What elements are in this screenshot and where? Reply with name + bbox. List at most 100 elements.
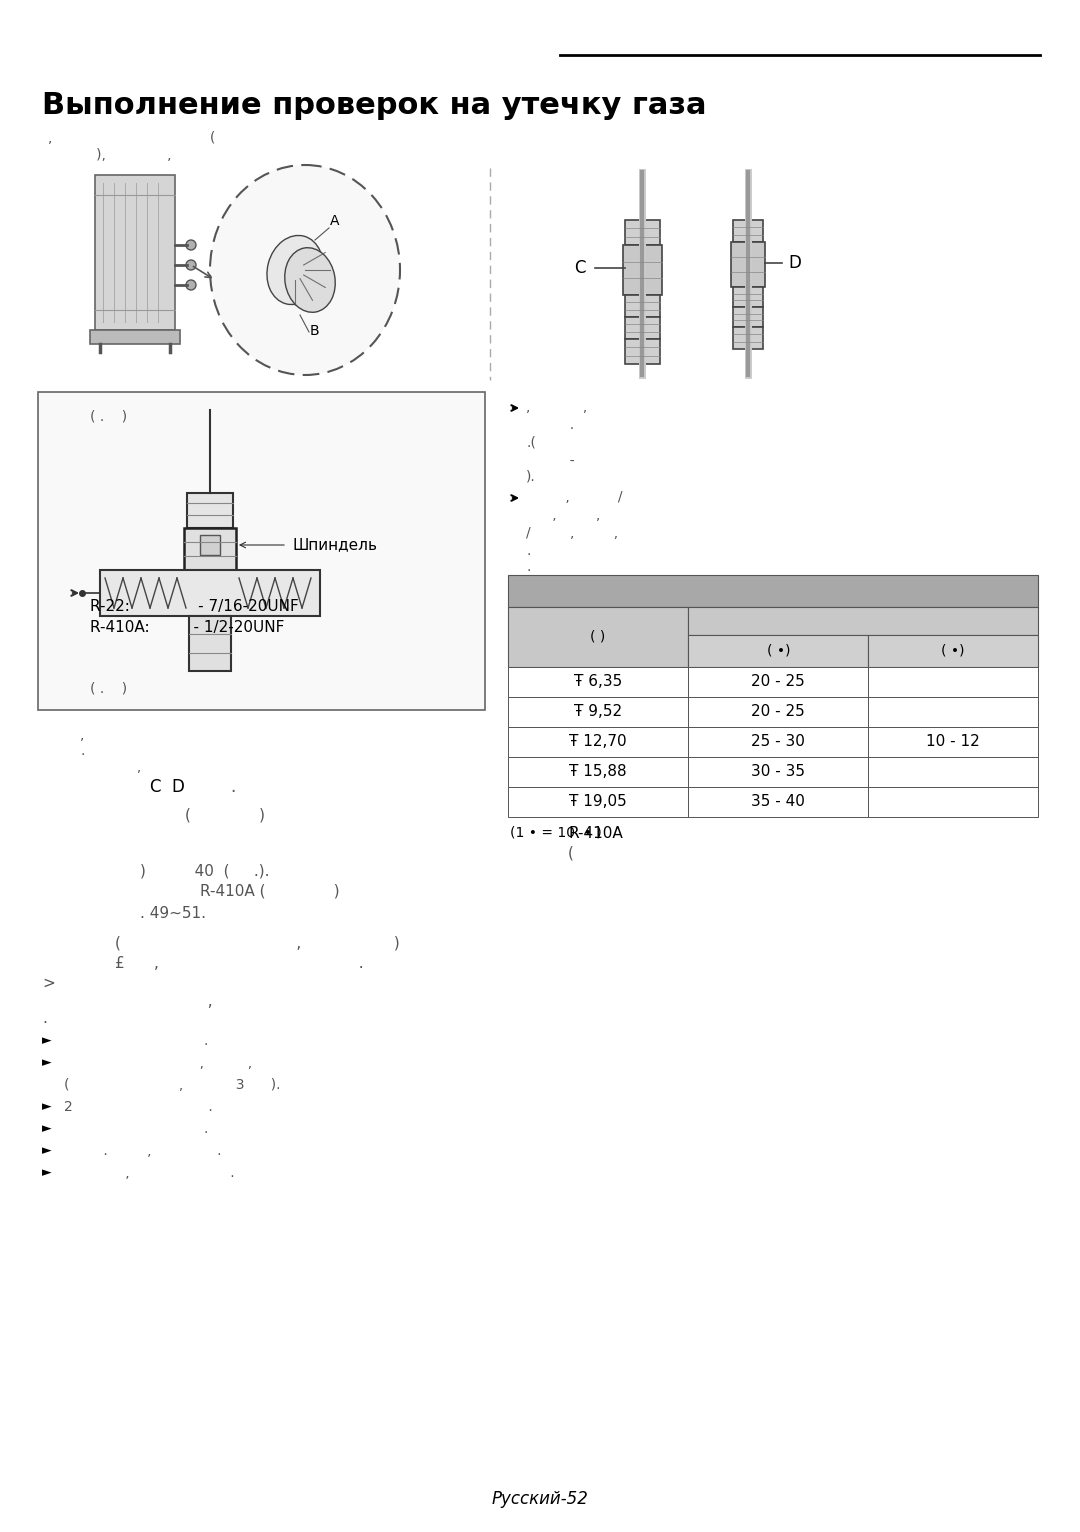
Text: >: > [42,976,55,991]
Bar [868,697,1038,728]
Bar [868,728,1038,757]
Text: A: A [330,214,339,228]
Text: D: D [788,254,801,273]
Bar [688,757,868,787]
Bar [733,306,762,326]
Text: ,                       .: , . [64,1166,234,1180]
Bar [187,493,233,529]
Bar [189,616,231,671]
Text: ►: ► [42,1034,52,1046]
Text: R-410A:         - 1/2-20UNF: R-410A: - 1/2-20UNF [90,620,284,634]
Bar [90,329,180,345]
Bar [508,574,1038,607]
Bar [508,728,688,757]
Text: .: . [526,561,530,574]
Bar [508,787,688,817]
Text: .: . [64,1121,208,1137]
Text: 35 - 40: 35 - 40 [752,795,806,809]
Text: R-410A: R-410A [568,826,623,841]
Text: (              ): ( ) [185,807,265,823]
Text: 30 - 35: 30 - 35 [752,764,806,780]
Text: ,           /: , / [526,490,622,504]
Ellipse shape [210,165,400,375]
Text: ►: ► [42,1100,52,1114]
Text: (: ( [568,846,573,861]
Bar [623,245,662,296]
Text: ),              ,: ), , [48,149,172,162]
Bar [733,221,762,242]
Bar [688,697,868,728]
Text: ►: ► [42,1121,52,1135]
Text: ( .    ): ( . ) [90,682,127,696]
Text: .: . [64,1034,208,1048]
Text: ( •): ( •) [942,643,964,659]
Bar [688,634,868,666]
Text: ( ): ( ) [591,630,606,643]
Text: C: C [575,259,585,277]
Text: C  D: C D [150,778,185,797]
Text: Ŧ 6,35: Ŧ 6,35 [573,674,622,689]
Bar [688,607,1038,634]
Text: ►: ► [42,1166,52,1180]
Text: ►: ► [42,1144,52,1157]
Text: Ŧ 12,70: Ŧ 12,70 [569,734,626,749]
Ellipse shape [267,236,323,305]
Circle shape [186,260,195,270]
Ellipse shape [285,248,335,313]
Text: Ŧ 9,52: Ŧ 9,52 [575,705,622,720]
Bar [95,175,175,329]
Bar [868,666,1038,697]
Bar [731,242,765,286]
Bar [508,757,688,787]
Text: ►: ► [42,1056,52,1069]
Text: ,         ,: , , [526,509,600,522]
Text: Ŧ 15,88: Ŧ 15,88 [569,764,626,780]
Text: /         ,         ,: / , , [526,525,618,539]
Bar [184,529,237,570]
Text: 25 - 30: 25 - 30 [752,734,806,749]
Bar [100,570,320,616]
Text: ( •): ( •) [767,643,791,659]
Bar [625,221,660,245]
Text: ,: , [80,728,84,741]
Bar [200,535,220,555]
Text: -: - [526,453,575,467]
Text: .: . [80,745,84,758]
Bar [733,286,762,306]
Text: . 49~51.: . 49~51. [140,905,206,921]
Text: 10 - 12: 10 - 12 [927,734,980,749]
Bar [625,317,660,339]
Text: .: . [230,778,235,797]
Text: Русский-52: Русский-52 [491,1491,589,1507]
Text: .(: .( [526,437,536,450]
Bar [868,787,1038,817]
Text: Ŧ 19,05: Ŧ 19,05 [569,795,627,809]
Text: 20 - 25: 20 - 25 [752,705,806,720]
Bar [38,392,485,709]
Text: ,          ,: , , [64,1056,252,1069]
Text: .         ,               .: . , . [64,1144,221,1158]
Bar [868,757,1038,787]
Text: Шпиндель: Шпиндель [292,538,377,553]
Text: R-410A (              ): R-410A ( ) [200,882,339,898]
Text: ,: , [80,760,141,774]
Text: (1 • = 10  • ): (1 • = 10 • ) [510,826,602,840]
Bar [625,296,660,317]
Text: Выполнение проверок на утечку газа: Выполнение проверок на утечку газа [42,90,706,119]
Text: .: . [42,1011,46,1026]
Text: ).: ). [526,470,536,484]
Bar [508,607,688,666]
Text: 20 - 25: 20 - 25 [752,674,806,689]
Circle shape [186,241,195,250]
Text: .: . [526,418,575,432]
Text: 2                               .: 2 . [64,1100,213,1114]
Text: )          40  (     .).: ) 40 ( .). [140,863,270,878]
Bar [508,697,688,728]
Bar [688,787,868,817]
Text: ( .    ): ( . ) [90,411,127,424]
Text: ,                                    (: , ( [48,132,215,146]
Circle shape [186,280,195,290]
Bar [625,339,660,365]
Text: R-22:              - 7/16-20UNF: R-22: - 7/16-20UNF [90,599,299,614]
Text: .: . [526,544,530,558]
